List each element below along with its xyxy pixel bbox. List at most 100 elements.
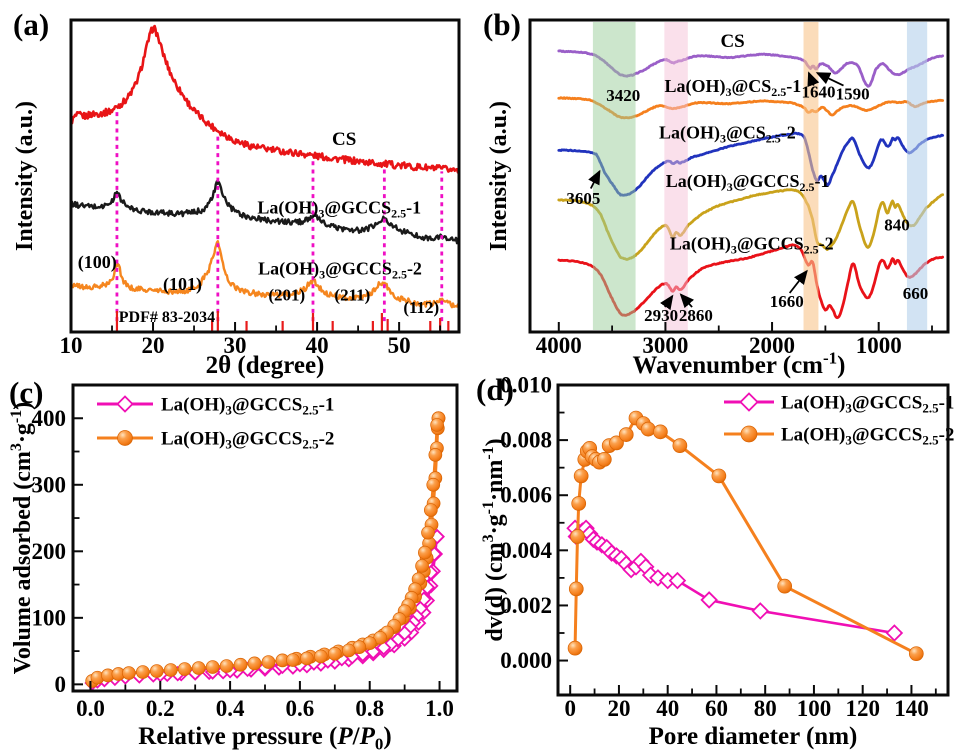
curve-label: La(OH)3@GCCS2.5-2 (670, 233, 834, 256)
annotation-arrow (815, 72, 844, 87)
diamond-marker (885, 624, 904, 642)
x-tick-label: 0.2 (146, 696, 175, 721)
ball-marker (908, 646, 924, 662)
x-tick-label: 60 (705, 696, 728, 721)
annotation-arrow (679, 293, 694, 309)
x-tick-label: 20 (607, 696, 630, 721)
x-tick-label: 0.6 (286, 696, 315, 721)
legend-label: La(OH)3@GCCS2.5-2 (161, 429, 334, 452)
x-tick-label: 0 (564, 696, 576, 721)
y-tick-label: 200 (32, 539, 67, 564)
ball-marker (711, 468, 727, 484)
panel-b-letter: (b) (483, 7, 521, 42)
x-axis-title: Wavenumber (cm-1) (633, 349, 846, 380)
ball-marker (653, 424, 668, 440)
x-tick-label: 0.0 (76, 696, 105, 721)
curve-label: 840 (884, 215, 910, 234)
legend-label: La(OH)3@GCCS2.5-1 (781, 393, 954, 416)
x-tick-label: 80 (754, 696, 777, 721)
curve-label: (112) (403, 298, 439, 317)
a-series-1-curve (72, 180, 458, 245)
annotation-arrow (660, 294, 674, 311)
ball-marker (219, 659, 234, 673)
x-tick-label: 40 (656, 696, 679, 721)
ball-marker (568, 581, 584, 597)
panel-a-letter: (a) (13, 7, 50, 42)
x-tick-label: 120 (845, 696, 880, 721)
curve-label: 660 (903, 284, 929, 303)
y-axis-title: dv(d) (cm3·g-1·nm-1) (480, 438, 508, 641)
a-series-0-curve (72, 24, 458, 174)
ball-marker (122, 666, 136, 680)
panel-b: CS La(OH)3@CS2.5-1 La(OH)3@CS2.5-2 La(OH)3@… (486, 18, 950, 380)
x-tick-label: 4000 (536, 333, 582, 358)
a-series-2-curve (72, 240, 458, 309)
ball-marker (163, 663, 178, 677)
annotation-arrow (788, 269, 808, 294)
ball-marker (571, 496, 587, 511)
curve-label: CS (332, 129, 356, 150)
ball-marker (567, 640, 583, 656)
ball-marker (421, 525, 435, 540)
curve-label: (101) (163, 274, 202, 295)
y-tick-label: 0.004 (500, 538, 552, 563)
curve-label: La(OH)3@GCCS2.5-1 (257, 198, 421, 221)
curve-label: 3420 (606, 86, 640, 105)
curve-label: 3605 (566, 189, 600, 208)
ball-marker (300, 651, 314, 666)
ball-marker (135, 665, 150, 679)
x-tick-label: 140 (894, 696, 929, 721)
plot-area-a (72, 24, 458, 331)
curve-label: (100) (78, 252, 117, 273)
curve-label: 1640 (801, 83, 835, 102)
diamond-marker (649, 569, 667, 587)
ball-marker (609, 435, 624, 451)
ball-marker (573, 468, 589, 484)
ball-marker (618, 427, 634, 442)
plot-border (69, 18, 461, 334)
panel-c: La(OH)3@GCCS2.5-1 La(OH)3@GCCS2.5-2 0.0 0.2… (8, 383, 459, 751)
ball-marker (314, 649, 328, 664)
y-tick-label: 0.002 (500, 593, 552, 618)
legend-label: La(OH)3@GCCS2.5-2 (781, 425, 954, 448)
highlight-band (906, 22, 928, 330)
annotation-arrow (588, 169, 601, 189)
ball-marker (177, 662, 192, 676)
curve-label: La(OH)3@CS2.5-1 (665, 76, 802, 99)
curve-label: La(OH)3@CS2.5-2 (659, 123, 796, 146)
plot-area-d (566, 410, 924, 662)
ball-marker (740, 425, 758, 443)
ball-marker (205, 660, 220, 674)
curve-label: (211) (334, 286, 370, 305)
curve-label: 1660 (770, 292, 804, 311)
plot-area-b (557, 22, 945, 330)
annotation-arrow (807, 71, 820, 88)
curve-label: 2930 (644, 306, 678, 325)
curve-label: PDF# 83-2034 (119, 309, 215, 326)
ball-marker (247, 656, 262, 671)
y-tick-label: 400 (32, 406, 67, 431)
ball-marker (286, 653, 300, 667)
curve-label: CS (720, 31, 744, 52)
curve-label: La(OH)3@GCCS2.5-1 (666, 171, 830, 194)
x-tick-label: 10 (60, 333, 83, 358)
panel-c-letter: (c) (9, 375, 44, 410)
plot-border (71, 383, 459, 693)
y-axis-title: Intensity (a.u.) (486, 101, 512, 251)
panel-d-letter: (d) (476, 372, 514, 407)
y-tick-label: 0.010 (500, 373, 552, 398)
ball-marker (430, 418, 444, 432)
ball-marker (423, 503, 438, 517)
legend-item: La(OH)3@GCCS2.5-1 (97, 395, 334, 418)
diamond-marker (751, 602, 770, 620)
y-tick-label: 100 (32, 605, 67, 630)
x-tick-label: 3000 (642, 333, 688, 358)
x-axis-title: Pore diameter (nm) (649, 723, 858, 750)
ball-marker (777, 578, 793, 594)
curve-label: La(OH)3@GCCS2.5-2 (258, 258, 422, 281)
x-tick-label: 1.0 (425, 696, 454, 721)
legend-item: La(OH)3@GCCS2.5-1 (724, 392, 954, 416)
legend-label: La(OH)3@GCCS2.5-1 (161, 395, 334, 418)
legend-item: La(OH)3@GCCS2.5-2 (97, 429, 334, 452)
ball-marker (149, 664, 164, 678)
